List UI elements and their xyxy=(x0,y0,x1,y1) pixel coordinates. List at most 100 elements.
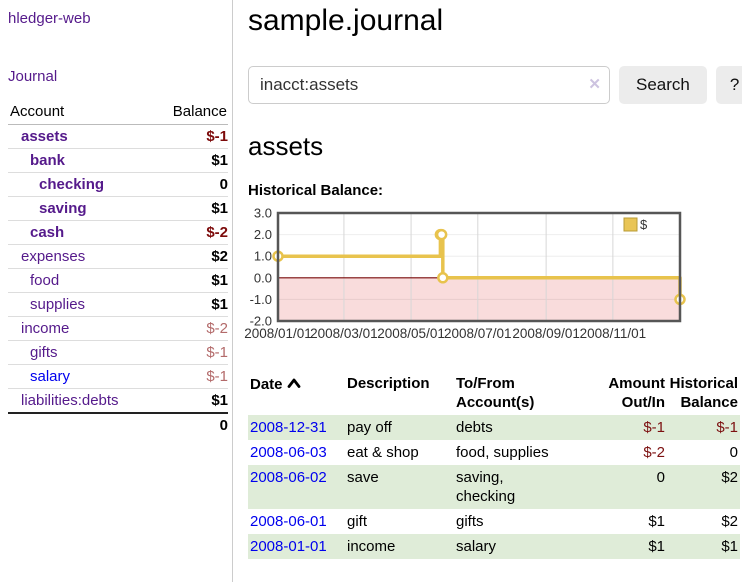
transaction-amount: $1 xyxy=(590,509,667,534)
accounts-header-account: Account xyxy=(8,100,153,125)
transaction-balance: $1 xyxy=(667,534,740,559)
account-row: assets $-1 xyxy=(8,125,228,149)
account-row: supplies $1 xyxy=(8,293,228,317)
help-button[interactable]: ? xyxy=(716,66,742,104)
transaction-description: income xyxy=(345,534,454,559)
transaction-amount: $-2 xyxy=(590,440,667,465)
account-row: income $-2 xyxy=(8,317,228,341)
transaction-date-link[interactable]: 2008-06-03 xyxy=(250,444,327,461)
account-link-bank[interactable]: bank xyxy=(30,152,65,169)
account-link-food[interactable]: food xyxy=(30,272,59,289)
transaction-date-link[interactable]: 2008-01-01 xyxy=(250,538,327,555)
account-heading: assets xyxy=(248,131,742,162)
svg-text:1.0: 1.0 xyxy=(254,249,272,264)
svg-text:3.0: 3.0 xyxy=(254,207,272,221)
search-button[interactable]: Search xyxy=(619,66,707,104)
account-link-income[interactable]: income xyxy=(21,320,69,337)
accounts-header-row: Account Balance xyxy=(8,100,228,125)
svg-text:2008/01/01: 2008/01/01 xyxy=(244,326,312,341)
transaction-accounts: food, supplies xyxy=(454,440,590,465)
transaction-accounts: gifts xyxy=(454,509,590,534)
account-balance: $1 xyxy=(153,149,228,173)
app-window: hledger-web Journal Account Balance asse… xyxy=(0,0,742,582)
account-balance: $2 xyxy=(153,245,228,269)
svg-text:-1.0: -1.0 xyxy=(250,292,272,307)
account-row: food $1 xyxy=(8,269,228,293)
search-form: ✕ Search ? xyxy=(248,66,742,104)
account-link-gifts[interactable]: gifts xyxy=(30,344,58,361)
account-balance: $1 xyxy=(153,197,228,221)
svg-text:2008/09/01: 2008/09/01 xyxy=(512,326,580,341)
search-input[interactable] xyxy=(248,66,610,104)
main-content: sample.journal ✕ Search ? assets Histori… xyxy=(233,0,742,582)
transaction-amount: 0 xyxy=(590,465,667,509)
transaction-description: gift xyxy=(345,509,454,534)
account-link-assets[interactable]: assets xyxy=(21,128,68,145)
accounts-table: Account Balance assets $-1 bank $1 check… xyxy=(8,100,228,437)
transaction-description: save xyxy=(345,465,454,509)
sort-asc-icon xyxy=(287,374,301,393)
register-row: 2008-06-03 eat & shop food, supplies $-2… xyxy=(248,440,740,465)
account-balance: $-1 xyxy=(153,341,228,365)
transaction-accounts: debts xyxy=(454,415,590,440)
transaction-accounts: salary xyxy=(454,534,590,559)
transaction-amount: $1 xyxy=(590,534,667,559)
svg-text:2.0: 2.0 xyxy=(254,227,272,242)
register-row: 2008-06-02 save saving, checking 0 $2 xyxy=(248,465,740,509)
transaction-balance: $2 xyxy=(667,465,740,509)
account-balance: $-1 xyxy=(153,125,228,149)
account-balance: $-2 xyxy=(153,317,228,341)
svg-text:$: $ xyxy=(640,217,648,232)
account-row: cash $-2 xyxy=(8,221,228,245)
account-balance: $1 xyxy=(153,389,228,414)
svg-text:0.0: 0.0 xyxy=(254,270,272,285)
transaction-description: pay off xyxy=(345,415,454,440)
register-header-accounts: To/From Account(s) xyxy=(454,372,590,415)
account-row: checking 0 xyxy=(8,173,228,197)
account-row: gifts $-1 xyxy=(8,341,228,365)
svg-text:2008/11/01: 2008/11/01 xyxy=(580,326,647,341)
svg-text:2008/05/01: 2008/05/01 xyxy=(377,326,445,341)
account-row: expenses $2 xyxy=(8,245,228,269)
sidebar: hledger-web Journal Account Balance asse… xyxy=(0,0,233,582)
transaction-accounts: saving, checking xyxy=(454,465,590,509)
register-header-row: Date Description To/From Account(s) Amou… xyxy=(248,372,740,415)
page-title: sample.journal xyxy=(248,4,742,38)
sidebar-item-journal[interactable]: Journal xyxy=(8,68,57,85)
accounts-total-row: 0 xyxy=(8,413,228,437)
account-row: bank $1 xyxy=(8,149,228,173)
account-balance: 0 xyxy=(153,173,228,197)
register-table: Date Description To/From Account(s) Amou… xyxy=(248,372,740,559)
register-header-amount: Amount Out/In xyxy=(590,372,667,415)
account-link-liabilities-debts[interactable]: liabilities:debts xyxy=(21,392,119,409)
account-row: salary $-1 xyxy=(8,365,228,389)
register-header-description: Description xyxy=(345,372,454,415)
account-link-expenses[interactable]: expenses xyxy=(21,248,85,265)
transaction-balance: $2 xyxy=(667,509,740,534)
account-link-salary[interactable]: salary xyxy=(30,368,70,385)
transaction-description: eat & shop xyxy=(345,440,454,465)
clear-search-icon[interactable]: ✕ xyxy=(588,75,601,95)
account-row: liabilities:debts $1 xyxy=(8,389,228,414)
accounts-header-balance: Balance xyxy=(153,100,228,125)
register-header-date[interactable]: Date xyxy=(248,372,345,415)
brand-link[interactable]: hledger-web xyxy=(8,10,91,27)
account-balance: $1 xyxy=(153,269,228,293)
register-header-balance: Historical Balance xyxy=(667,372,740,415)
transaction-date-link[interactable]: 2008-06-02 xyxy=(250,469,327,486)
account-link-checking[interactable]: checking xyxy=(39,176,104,193)
account-row: saving $1 xyxy=(8,197,228,221)
transaction-date-link[interactable]: 2008-06-01 xyxy=(250,513,327,530)
account-link-cash[interactable]: cash xyxy=(30,224,64,241)
register-row: 2008-01-01 income salary $1 $1 xyxy=(248,534,740,559)
transaction-amount: $-1 xyxy=(590,415,667,440)
accounts-total-value: 0 xyxy=(153,413,228,437)
account-link-supplies[interactable]: supplies xyxy=(30,296,85,313)
transaction-date-link[interactable]: 2008-12-31 xyxy=(250,419,327,436)
historical-balance-chart: $3.02.01.00.0-1.0-2.02008/01/012008/03/0… xyxy=(236,207,742,352)
account-link-saving[interactable]: saving xyxy=(39,200,87,217)
account-balance: $-1 xyxy=(153,365,228,389)
chart-label: Historical Balance: xyxy=(248,182,742,199)
transaction-balance: $-1 xyxy=(667,415,740,440)
account-balance: $-2 xyxy=(153,221,228,245)
